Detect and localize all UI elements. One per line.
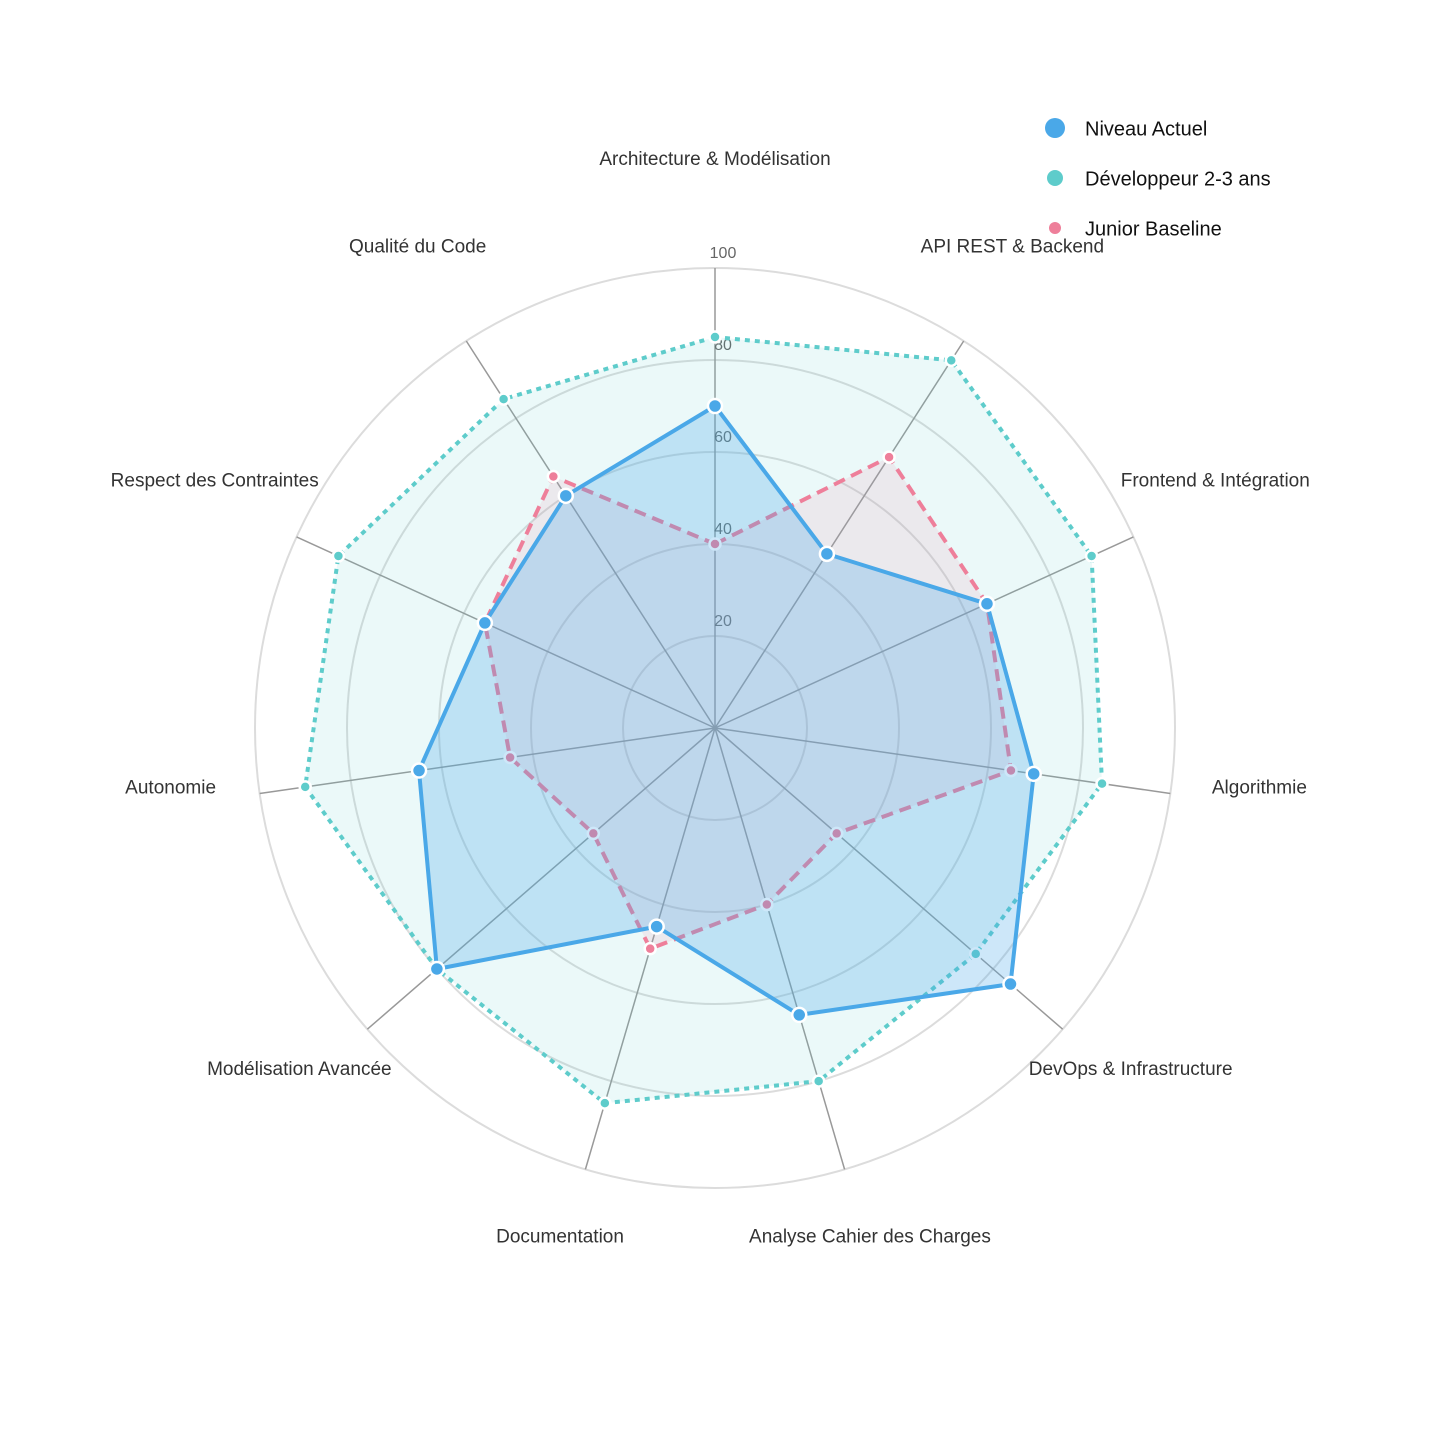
data-point bbox=[811, 1074, 826, 1088]
data-point bbox=[598, 1096, 612, 1110]
axis-label: Autonomie bbox=[125, 777, 216, 798]
data-point bbox=[1002, 975, 1019, 993]
axis-label: Architecture & Modélisation bbox=[599, 149, 830, 170]
series-area bbox=[305, 337, 1102, 1104]
axis-label: DevOps & Infrastructure bbox=[1029, 1059, 1233, 1080]
data-point bbox=[476, 614, 494, 632]
axis-spoke bbox=[714, 727, 846, 1170]
legend-label: Développeur 2-3 ans bbox=[1085, 168, 1271, 190]
series-line bbox=[482, 455, 1013, 951]
data-point bbox=[818, 545, 836, 563]
axis-label: Analyse Cahier des Charges bbox=[749, 1227, 991, 1248]
legend-marker bbox=[1047, 170, 1063, 186]
data-point bbox=[298, 780, 312, 794]
series-area bbox=[484, 457, 1011, 949]
data-point bbox=[586, 826, 601, 841]
axis-spoke bbox=[465, 340, 716, 729]
data-point bbox=[978, 595, 996, 613]
axis-label: Modélisation Avancée bbox=[207, 1059, 392, 1080]
axis-spoke bbox=[714, 536, 1134, 729]
r-tick-label: 60 bbox=[714, 429, 732, 446]
legend-label: Junior Baseline bbox=[1085, 218, 1222, 240]
r-tick-label: 20 bbox=[714, 613, 732, 630]
data-point bbox=[428, 960, 446, 978]
legend-label: Niveau Actuel bbox=[1085, 118, 1207, 140]
data-point bbox=[496, 392, 511, 406]
data-point bbox=[829, 826, 844, 841]
series-area bbox=[419, 406, 1034, 1015]
data-point bbox=[643, 941, 657, 956]
data-point bbox=[882, 450, 896, 464]
r-tick-label: 100 bbox=[710, 245, 737, 262]
axis-label: Algorithmie bbox=[1212, 777, 1307, 798]
data-point bbox=[968, 947, 983, 961]
legend-marker bbox=[1045, 118, 1065, 138]
data-point bbox=[410, 762, 428, 779]
axis-spoke bbox=[714, 727, 1171, 795]
axis-label: Documentation bbox=[496, 1227, 624, 1248]
data-point bbox=[708, 537, 722, 551]
axis-label: Qualité du Code bbox=[349, 236, 486, 257]
data-point bbox=[503, 750, 517, 765]
axis-spoke bbox=[714, 340, 965, 729]
axis-label: API REST & Backend bbox=[921, 236, 1104, 257]
data-point bbox=[708, 330, 722, 344]
legend-marker bbox=[1049, 222, 1061, 234]
axis-label: Respect des Contraintes bbox=[111, 471, 319, 492]
axis-label: Frontend & Intégration bbox=[1121, 471, 1310, 492]
data-point bbox=[1084, 549, 1099, 563]
data-point bbox=[944, 353, 959, 368]
data-point bbox=[331, 549, 346, 563]
data-point bbox=[546, 469, 561, 484]
axis-spoke bbox=[296, 536, 716, 729]
data-point bbox=[1004, 763, 1018, 778]
r-tick-label: 40 bbox=[714, 521, 732, 538]
data-point bbox=[1095, 776, 1109, 791]
data-point bbox=[790, 1006, 808, 1024]
data-point bbox=[706, 397, 724, 415]
data-point bbox=[760, 897, 774, 912]
series-line bbox=[417, 404, 1036, 1017]
axis-spoke bbox=[366, 727, 716, 1030]
data-point bbox=[1025, 765, 1042, 783]
axis-spoke bbox=[259, 727, 716, 795]
data-point bbox=[557, 487, 575, 505]
data-point bbox=[648, 918, 665, 935]
